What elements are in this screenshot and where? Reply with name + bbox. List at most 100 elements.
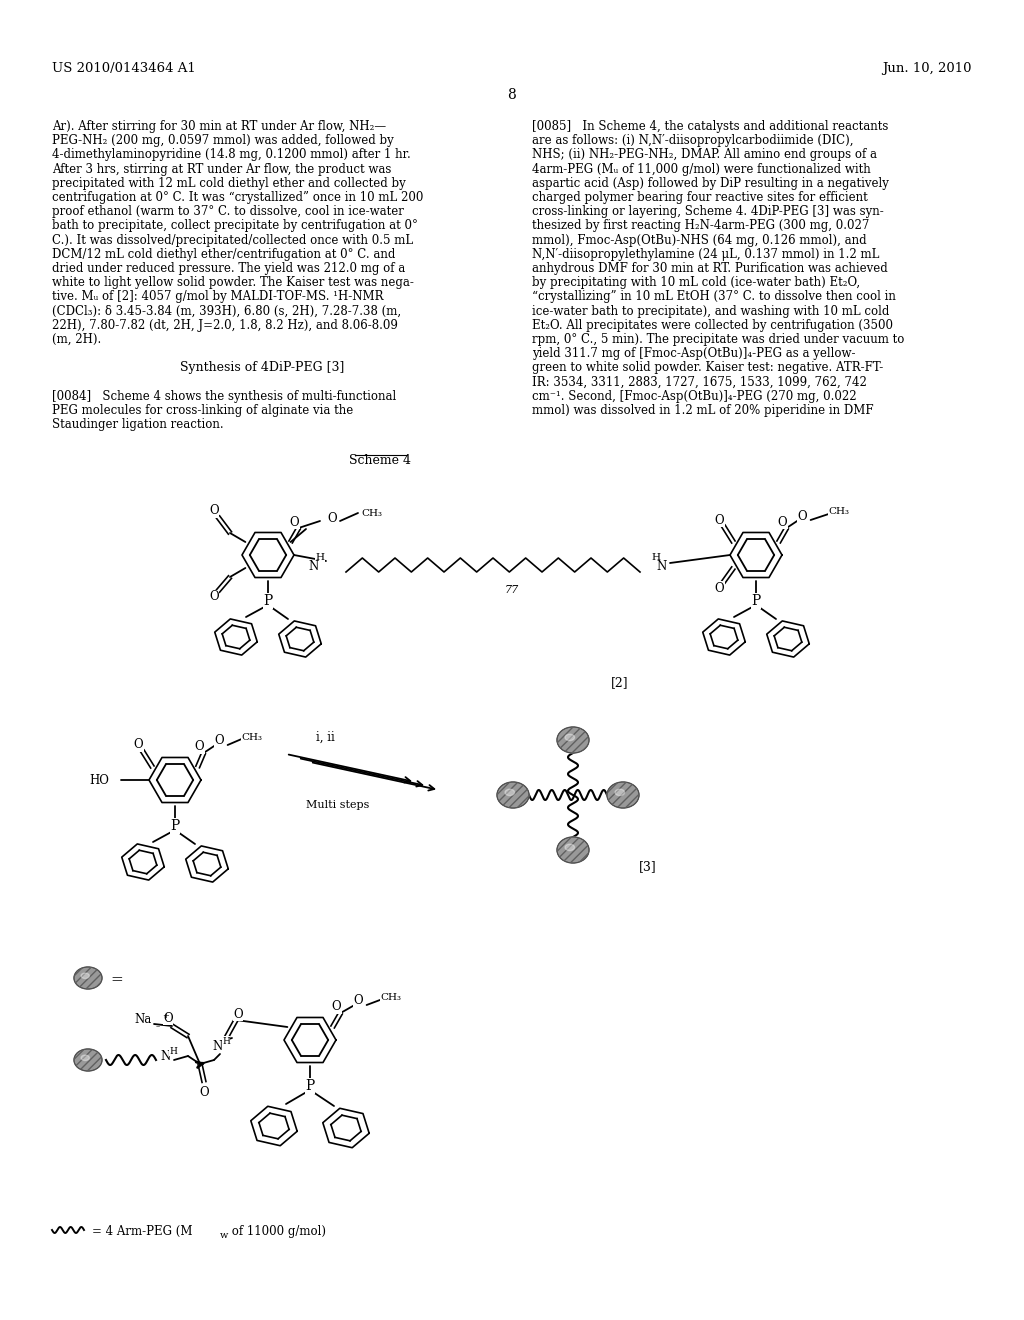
Text: PEG molecules for cross-linking of alginate via the: PEG molecules for cross-linking of algin… xyxy=(52,404,353,417)
Text: aspartic acid (Asp) followed by DiP resulting in a negatively: aspartic acid (Asp) followed by DiP resu… xyxy=(532,177,889,190)
Text: O: O xyxy=(798,510,808,523)
Text: anhydrous DMF for 30 min at RT. Purification was achieved: anhydrous DMF for 30 min at RT. Purifica… xyxy=(532,261,888,275)
Text: bath to precipitate, collect precipitate by centrifugation at 0°: bath to precipitate, collect precipitate… xyxy=(52,219,418,232)
Text: dried under reduced pressure. The yield was 212.0 mg of a: dried under reduced pressure. The yield … xyxy=(52,261,406,275)
Text: US 2010/0143464 A1: US 2010/0143464 A1 xyxy=(52,62,196,75)
Text: 8: 8 xyxy=(508,88,516,102)
Text: –: – xyxy=(156,1022,160,1030)
Ellipse shape xyxy=(74,1049,102,1071)
Text: 4arm-PEG (Mᵤ of 11,000 g/mol) were functionalized with: 4arm-PEG (Mᵤ of 11,000 g/mol) were funct… xyxy=(532,162,870,176)
Text: are as follows: (i) N,N′-diisopropylcarbodiimide (DIC),: are as follows: (i) N,N′-diisopropylcarb… xyxy=(532,135,853,148)
Text: mmol), Fmoc-Asp(OtBu)-NHS (64 mg, 0.126 mmol), and: mmol), Fmoc-Asp(OtBu)-NHS (64 mg, 0.126 … xyxy=(532,234,866,247)
Text: 77: 77 xyxy=(505,585,519,595)
Text: O: O xyxy=(133,738,143,751)
Text: O: O xyxy=(290,516,299,528)
Text: P: P xyxy=(305,1078,314,1093)
Text: N: N xyxy=(161,1049,171,1063)
Text: H: H xyxy=(222,1036,230,1045)
Ellipse shape xyxy=(565,734,574,741)
Text: Ar). After stirring for 30 min at RT under Ar flow, NH₂—: Ar). After stirring for 30 min at RT und… xyxy=(52,120,386,133)
Text: of 11000 g/mol): of 11000 g/mol) xyxy=(228,1225,326,1238)
Text: [0085]   In Scheme 4, the catalysts and additional reactants: [0085] In Scheme 4, the catalysts and ad… xyxy=(532,120,889,133)
Text: HO: HO xyxy=(89,774,109,787)
Text: cross-linking or layering, Scheme 4. 4DiP-PEG [3] was syn-: cross-linking or layering, Scheme 4. 4Di… xyxy=(532,205,884,218)
Ellipse shape xyxy=(74,968,102,989)
Ellipse shape xyxy=(81,1055,89,1060)
Text: O: O xyxy=(200,1085,209,1098)
Text: (CDCl₃): δ 3.45-3.84 (m, 393H), 6.80 (s, 2H), 7.28-7.38 (m,: (CDCl₃): δ 3.45-3.84 (m, 393H), 6.80 (s,… xyxy=(52,305,401,318)
Text: CH₃: CH₃ xyxy=(241,733,262,742)
Text: CH₃: CH₃ xyxy=(361,508,383,517)
Text: IR: 3534, 3311, 2883, 1727, 1675, 1533, 1099, 762, 742: IR: 3534, 3311, 2883, 1727, 1675, 1533, … xyxy=(532,376,867,388)
Ellipse shape xyxy=(607,781,639,808)
Text: O: O xyxy=(209,504,219,517)
Text: P: P xyxy=(170,818,179,833)
Text: centrifugation at 0° C. It was “crystallized” once in 10 mL 200: centrifugation at 0° C. It was “crystall… xyxy=(52,191,423,205)
Text: [0084]   Scheme 4 shows the synthesis of multi-functional: [0084] Scheme 4 shows the synthesis of m… xyxy=(52,389,396,403)
Text: by precipitating with 10 mL cold (ice-water bath) Et₂O,: by precipitating with 10 mL cold (ice-wa… xyxy=(532,276,860,289)
Text: H: H xyxy=(651,553,660,561)
Text: Na: Na xyxy=(135,1012,152,1026)
Text: charged polymer bearing four reactive sites for efficient: charged polymer bearing four reactive si… xyxy=(532,191,867,205)
Text: 22H), 7.80-7.82 (dt, 2H, J=2.0, 1.8, 8.2 Hz), and 8.06-8.09: 22H), 7.80-7.82 (dt, 2H, J=2.0, 1.8, 8.2… xyxy=(52,319,398,331)
Text: = 4 Arm-PEG (M: = 4 Arm-PEG (M xyxy=(92,1225,193,1238)
Text: O: O xyxy=(354,994,364,1007)
Text: C.). It was dissolved/precipitated/collected once with 0.5 mL: C.). It was dissolved/precipitated/colle… xyxy=(52,234,413,247)
Text: Jun. 10, 2010: Jun. 10, 2010 xyxy=(883,62,972,75)
Text: N: N xyxy=(213,1040,223,1052)
Text: rpm, 0° C., 5 min). The precipitate was dried under vacuum to: rpm, 0° C., 5 min). The precipitate was … xyxy=(532,333,904,346)
Text: white to light yellow solid powder. The Kaiser test was nega-: white to light yellow solid powder. The … xyxy=(52,276,414,289)
Ellipse shape xyxy=(557,837,589,863)
Text: +: + xyxy=(162,1012,169,1020)
Text: Et₂O. All precipitates were collected by centrifugation (3500: Et₂O. All precipitates were collected by… xyxy=(532,319,893,331)
Text: Multi steps: Multi steps xyxy=(306,800,370,810)
Text: O: O xyxy=(332,1001,341,1014)
Text: [3]: [3] xyxy=(639,861,656,873)
Text: DCM/12 mL cold diethyl ether/centrifugation at 0° C. and: DCM/12 mL cold diethyl ether/centrifugat… xyxy=(52,248,395,261)
Text: P: P xyxy=(263,594,272,609)
Ellipse shape xyxy=(565,845,574,850)
Text: green to white solid powder. Kaiser test: negative. ATR-FT-: green to white solid powder. Kaiser test… xyxy=(532,362,884,375)
Ellipse shape xyxy=(505,789,515,796)
Text: After 3 hrs, stirring at RT under Ar flow, the product was: After 3 hrs, stirring at RT under Ar flo… xyxy=(52,162,391,176)
Text: i, ii: i, ii xyxy=(316,731,335,744)
Text: thesized by first reacting H₂N-4arm-PEG (300 mg, 0.027: thesized by first reacting H₂N-4arm-PEG … xyxy=(532,219,869,232)
Text: CH₃: CH₃ xyxy=(828,507,849,516)
Text: yield 311.7 mg of [Fmoc-Asp(OtBu)]₄-PEG as a yellow-: yield 311.7 mg of [Fmoc-Asp(OtBu)]₄-PEG … xyxy=(532,347,855,360)
Text: proof ethanol (warm to 37° C. to dissolve, cool in ice-water: proof ethanol (warm to 37° C. to dissolv… xyxy=(52,205,403,218)
Ellipse shape xyxy=(615,789,625,796)
Text: NHS; (ii) NH₂-PEG-NH₂, DMAP. All amino end groups of a: NHS; (ii) NH₂-PEG-NH₂, DMAP. All amino e… xyxy=(532,148,877,161)
Text: H: H xyxy=(169,1047,177,1056)
Text: mmol) was dissolved in 1.2 mL of 20% piperidine in DMF: mmol) was dissolved in 1.2 mL of 20% pip… xyxy=(532,404,873,417)
Ellipse shape xyxy=(557,727,589,752)
Text: “crystallizing” in 10 mL EtOH (37° C. to dissolve then cool in: “crystallizing” in 10 mL EtOH (37° C. to… xyxy=(532,290,896,304)
Text: precipitated with 12 mL cold diethyl ether and collected by: precipitated with 12 mL cold diethyl eth… xyxy=(52,177,406,190)
Text: O: O xyxy=(215,734,224,747)
Text: O: O xyxy=(328,512,337,525)
Ellipse shape xyxy=(497,781,529,808)
Text: O: O xyxy=(163,1011,173,1024)
Text: w: w xyxy=(220,1230,228,1239)
Text: O: O xyxy=(715,582,724,594)
Text: Synthesis of 4DiP-PEG [3]: Synthesis of 4DiP-PEG [3] xyxy=(180,362,344,375)
Text: O: O xyxy=(233,1007,243,1020)
Text: P: P xyxy=(752,594,761,609)
Text: N: N xyxy=(656,561,667,573)
Text: [2]: [2] xyxy=(611,676,629,689)
Text: cm⁻¹. Second, [Fmoc-Asp(OtBu)]₄-PEG (270 mg, 0.022: cm⁻¹. Second, [Fmoc-Asp(OtBu)]₄-PEG (270… xyxy=(532,389,857,403)
Text: O: O xyxy=(778,516,787,528)
Text: (m, 2H).: (m, 2H). xyxy=(52,333,101,346)
Ellipse shape xyxy=(81,973,89,978)
Text: O: O xyxy=(195,741,205,754)
Text: H: H xyxy=(315,553,325,561)
Text: =: = xyxy=(110,973,123,987)
Text: O: O xyxy=(715,513,724,527)
Text: ice-water bath to precipitate), and washing with 10 mL cold: ice-water bath to precipitate), and wash… xyxy=(532,305,890,318)
Text: Scheme 4: Scheme 4 xyxy=(349,454,411,467)
Text: CH₃: CH₃ xyxy=(380,993,401,1002)
Text: O: O xyxy=(209,590,219,603)
Text: 4-dimethylaminopyridine (14.8 mg, 0.1200 mmol) after 1 hr.: 4-dimethylaminopyridine (14.8 mg, 0.1200… xyxy=(52,148,411,161)
Text: PEG-NH₂ (200 mg, 0.0597 mmol) was added, followed by: PEG-NH₂ (200 mg, 0.0597 mmol) was added,… xyxy=(52,135,394,148)
Text: Staudinger ligation reaction.: Staudinger ligation reaction. xyxy=(52,418,223,432)
Text: tive. Mᵤ of [2]: 4057 g/mol by MALDI-TOF-MS. ¹H-NMR: tive. Mᵤ of [2]: 4057 g/mol by MALDI-TOF… xyxy=(52,290,384,304)
